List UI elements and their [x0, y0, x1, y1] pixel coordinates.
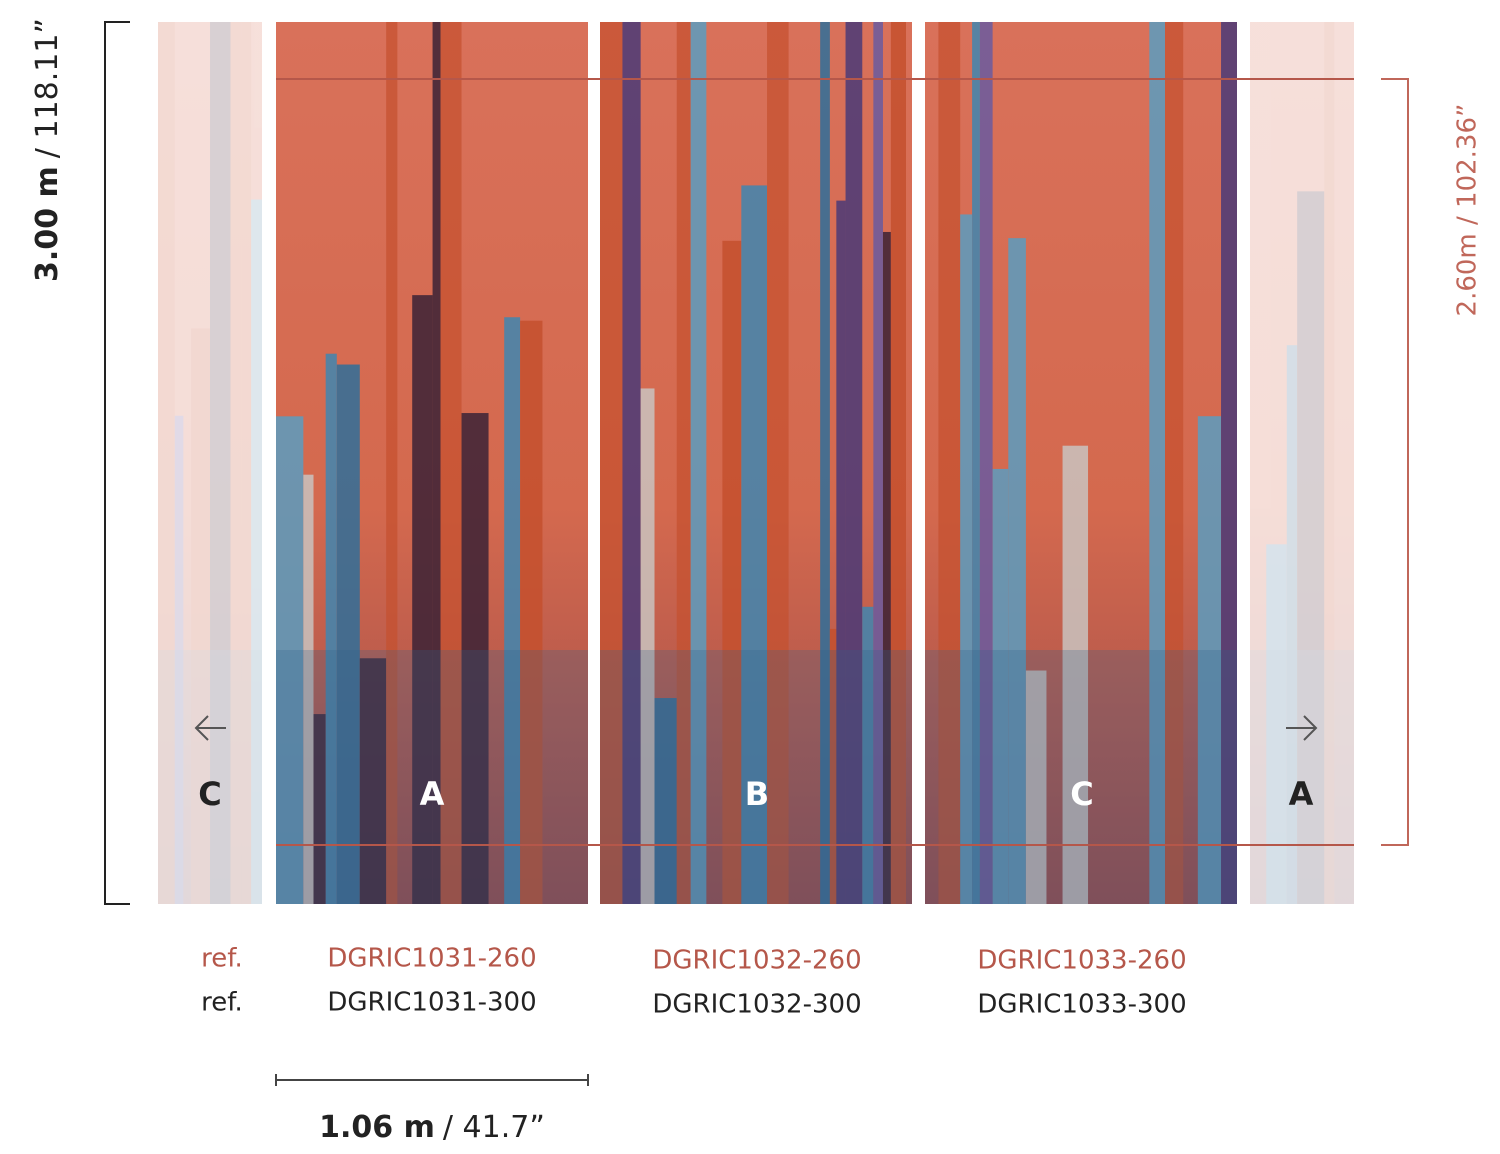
stripe	[1221, 22, 1237, 904]
stripe	[938, 22, 961, 904]
width-metric: 1.06 m	[319, 1110, 435, 1145]
stripe	[829, 628, 837, 904]
stripe	[230, 22, 242, 904]
arrow-left	[194, 715, 226, 741]
stripe	[1324, 22, 1335, 904]
stripe	[412, 295, 433, 904]
stripe	[820, 22, 830, 904]
stripe	[158, 22, 175, 904]
stripe	[960, 214, 973, 904]
print-height-label: 2.60m / 102.36”	[1453, 104, 1483, 317]
width-scale	[275, 1074, 589, 1086]
width-label: 1.06 m/ 41.7”	[319, 1110, 545, 1145]
stripe	[836, 200, 846, 904]
stripe	[890, 22, 906, 904]
panel	[925, 22, 1237, 904]
side-letter: A	[1289, 775, 1314, 813]
stripe	[440, 22, 462, 904]
stripe	[1062, 445, 1089, 904]
panel	[600, 22, 912, 905]
stripe	[210, 22, 231, 904]
panel-letter: A	[420, 775, 445, 813]
stripe	[654, 698, 677, 904]
faded-panel	[158, 22, 262, 904]
ref-label: ref.	[201, 988, 243, 1018]
panel-letter: B	[745, 775, 769, 813]
stripe	[313, 714, 326, 904]
side-letter: C	[198, 775, 221, 813]
height-bracket	[104, 21, 130, 905]
stripe	[992, 468, 1009, 904]
stripe	[1197, 416, 1222, 904]
width-imperial: / 41.7”	[443, 1110, 545, 1145]
stripe	[845, 22, 863, 904]
stripe	[972, 22, 980, 904]
stripe	[600, 22, 623, 904]
stripe	[432, 22, 441, 904]
stripe	[461, 413, 489, 904]
panel-letter: C	[1070, 775, 1093, 813]
panel-base	[1250, 22, 1354, 904]
ref-300: DGRIC1032-300	[652, 990, 861, 1020]
wallpaper-art	[158, 22, 1354, 905]
stripe	[1266, 544, 1287, 904]
stripe	[303, 474, 314, 904]
ref-260: DGRIC1032-260	[652, 946, 861, 976]
height-label: 3.00 m / 118.11”	[30, 18, 65, 282]
stripe	[251, 199, 262, 904]
arrow-right	[1286, 715, 1318, 741]
stripe	[174, 415, 184, 904]
ref-260: DGRIC1033-260	[977, 946, 1186, 976]
stripe	[767, 22, 789, 904]
stripe	[1149, 22, 1166, 904]
stripe	[386, 22, 398, 904]
height-metric: 3.00 m	[30, 166, 65, 282]
stripe	[359, 658, 387, 904]
stripe	[336, 364, 360, 904]
stripe	[873, 22, 883, 904]
stripe	[882, 231, 891, 905]
stripe	[325, 353, 337, 904]
stripe	[1286, 345, 1298, 905]
stripe	[1008, 238, 1026, 904]
stripe	[191, 328, 211, 904]
height-imperial: / 118.11”	[30, 18, 65, 158]
ref-260: DGRIC1031-260	[327, 944, 536, 974]
stripe	[722, 240, 742, 904]
stripe	[504, 317, 521, 905]
ref-300: DGRIC1031-300	[327, 988, 536, 1018]
stripe	[640, 388, 655, 904]
bottom-shade	[1250, 650, 1354, 904]
ref-label: ref.	[201, 944, 243, 974]
bottom-shade	[925, 650, 1237, 904]
stripe	[741, 185, 768, 904]
stripe	[676, 22, 691, 904]
stripe	[979, 22, 993, 904]
bottom-shade	[158, 650, 262, 904]
faded-panel	[1250, 22, 1354, 905]
stripe	[690, 22, 707, 904]
panel-base	[158, 22, 262, 904]
print-bracket	[1381, 78, 1409, 846]
stripe	[622, 22, 641, 904]
stripe	[241, 22, 252, 904]
stripe	[276, 416, 304, 904]
ref-300: DGRIC1033-300	[977, 990, 1186, 1020]
stripe	[1297, 191, 1325, 904]
stripe	[862, 606, 874, 904]
panel	[276, 22, 588, 905]
stripe	[1165, 22, 1184, 904]
bottom-shade	[600, 650, 912, 904]
stripe	[520, 320, 543, 904]
bottom-shade	[276, 650, 588, 904]
